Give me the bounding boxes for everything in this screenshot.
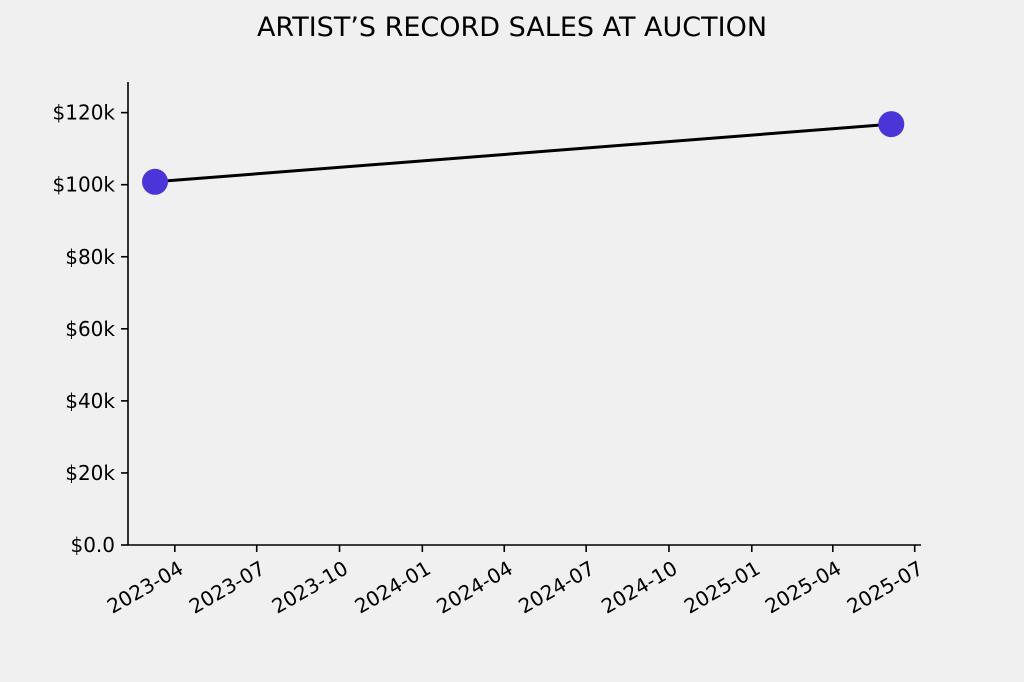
x-tick-label: 2023-04 [103, 556, 187, 619]
x-tick-label: 2024-04 [432, 556, 516, 619]
x-tick-label: 2024-01 [350, 556, 434, 619]
plot-area: $0.0$20k$40k$60k$80k$100k$120k2023-04202… [53, 82, 927, 619]
series-line [154, 122, 892, 184]
x-tick-label: 2023-10 [268, 556, 352, 619]
x-tick-label: 2024-10 [597, 556, 681, 619]
data-point [878, 111, 905, 138]
y-tick-label: $20k [65, 461, 115, 485]
x-tick-label: 2025-01 [680, 556, 764, 619]
x-tick-label: 2025-07 [843, 556, 927, 619]
x-tick-label: 2025-04 [761, 556, 845, 619]
y-tick-label: $100k [53, 173, 116, 197]
data-point [142, 168, 169, 195]
x-tick-label: 2024-07 [514, 556, 598, 619]
y-tick-label: $120k [53, 101, 116, 125]
y-tick-label: $80k [65, 245, 115, 269]
chart-title: ARTIST’S RECORD SALES AT AUCTION [257, 12, 767, 43]
x-tick-label: 2023-07 [185, 556, 269, 619]
y-tick-label: $40k [65, 389, 115, 413]
y-tick-label: $60k [65, 317, 115, 341]
y-tick-label: $0.0 [70, 533, 115, 557]
